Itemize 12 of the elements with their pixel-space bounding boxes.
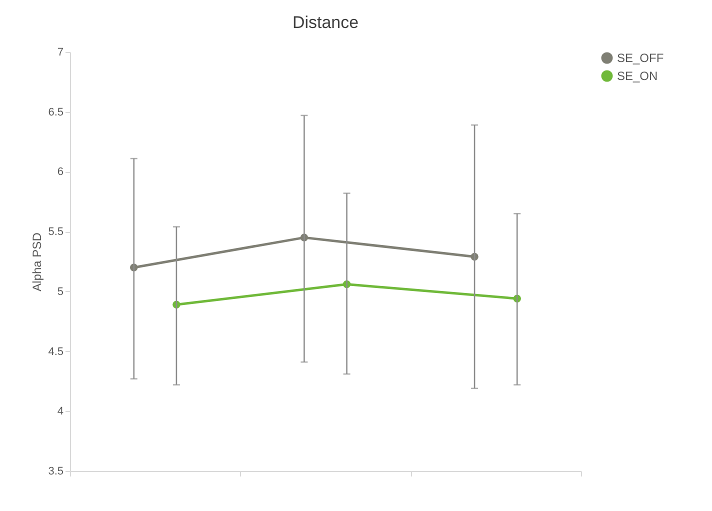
y-tick-label: 5	[57, 286, 64, 298]
chart-title: Distance	[292, 13, 359, 32]
y-tick-label: 4.5	[48, 346, 64, 358]
y-tick-label: 6.5	[48, 106, 64, 118]
y-tick-label: 7	[57, 46, 64, 58]
y-tick-label: 4	[57, 406, 64, 418]
legend-label: SE_OFF	[617, 51, 664, 65]
legend-label: SE_ON	[617, 69, 658, 83]
y-tick-label: 6	[57, 166, 64, 178]
y-tick-label: 3.5	[48, 466, 64, 478]
y-tick-label: 5.5	[48, 226, 64, 238]
y-axis-title: Alpha PSD	[30, 232, 44, 292]
